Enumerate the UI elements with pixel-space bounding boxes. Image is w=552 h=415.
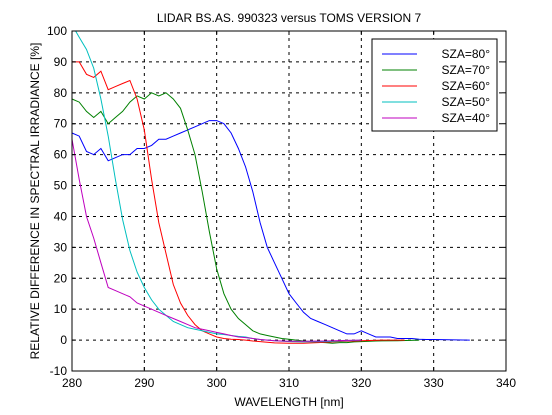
legend: SZA=80° SZA=70° SZA=60° SZA=50° SZA=40°: [371, 38, 498, 132]
x-axis-label: WAVELENGTH [nm]: [234, 395, 343, 409]
y-tick-label: 60: [54, 148, 68, 162]
chart-title: LIDAR BS.AS. 990323 versus TOMS VERSION …: [157, 11, 422, 25]
x-tick-label: 300: [207, 376, 227, 390]
y-tick-label: -10: [50, 364, 68, 378]
series-line: [71, 92, 420, 344]
x-tick-label: 280: [62, 376, 82, 390]
x-tick-label: 330: [424, 376, 444, 390]
axis-ticks: 280 290 300 310 320 330 340 -10 0 10 20 30 40 50 60 70 8…: [47, 24, 516, 390]
x-tick-label: 340: [496, 376, 516, 390]
y-tick-label: 20: [54, 271, 68, 285]
y-tick-label: 70: [54, 117, 68, 131]
x-tick-label: 320: [351, 376, 371, 390]
legend-entry: SZA=70°: [442, 63, 491, 77]
y-tick-label: 40: [54, 209, 68, 223]
y-tick-label: 100: [47, 24, 67, 38]
y-tick-label: 10: [54, 302, 68, 316]
y-axis-label: RELATIVE DIFFERENCE IN SPECTRAL IRRADIAN…: [28, 43, 42, 360]
series-line: [71, 139, 362, 342]
y-tick-label: 30: [54, 240, 68, 254]
legend-entry: SZA=60°: [442, 79, 491, 93]
y-tick-label: 50: [54, 179, 68, 193]
y-tick-label: 80: [54, 86, 68, 100]
legend-entry: SZA=40°: [442, 111, 491, 125]
x-tick-label: 290: [134, 376, 154, 390]
y-tick-label: 0: [60, 333, 67, 347]
legend-entry: SZA=50°: [442, 95, 491, 109]
legend-entry: SZA=80°: [442, 47, 491, 61]
grid-lines: [72, 31, 506, 371]
series-line: [71, 120, 470, 341]
y-tick-label: 90: [54, 55, 68, 69]
x-tick-label: 310: [279, 376, 299, 390]
series-lines: [71, 30, 470, 344]
